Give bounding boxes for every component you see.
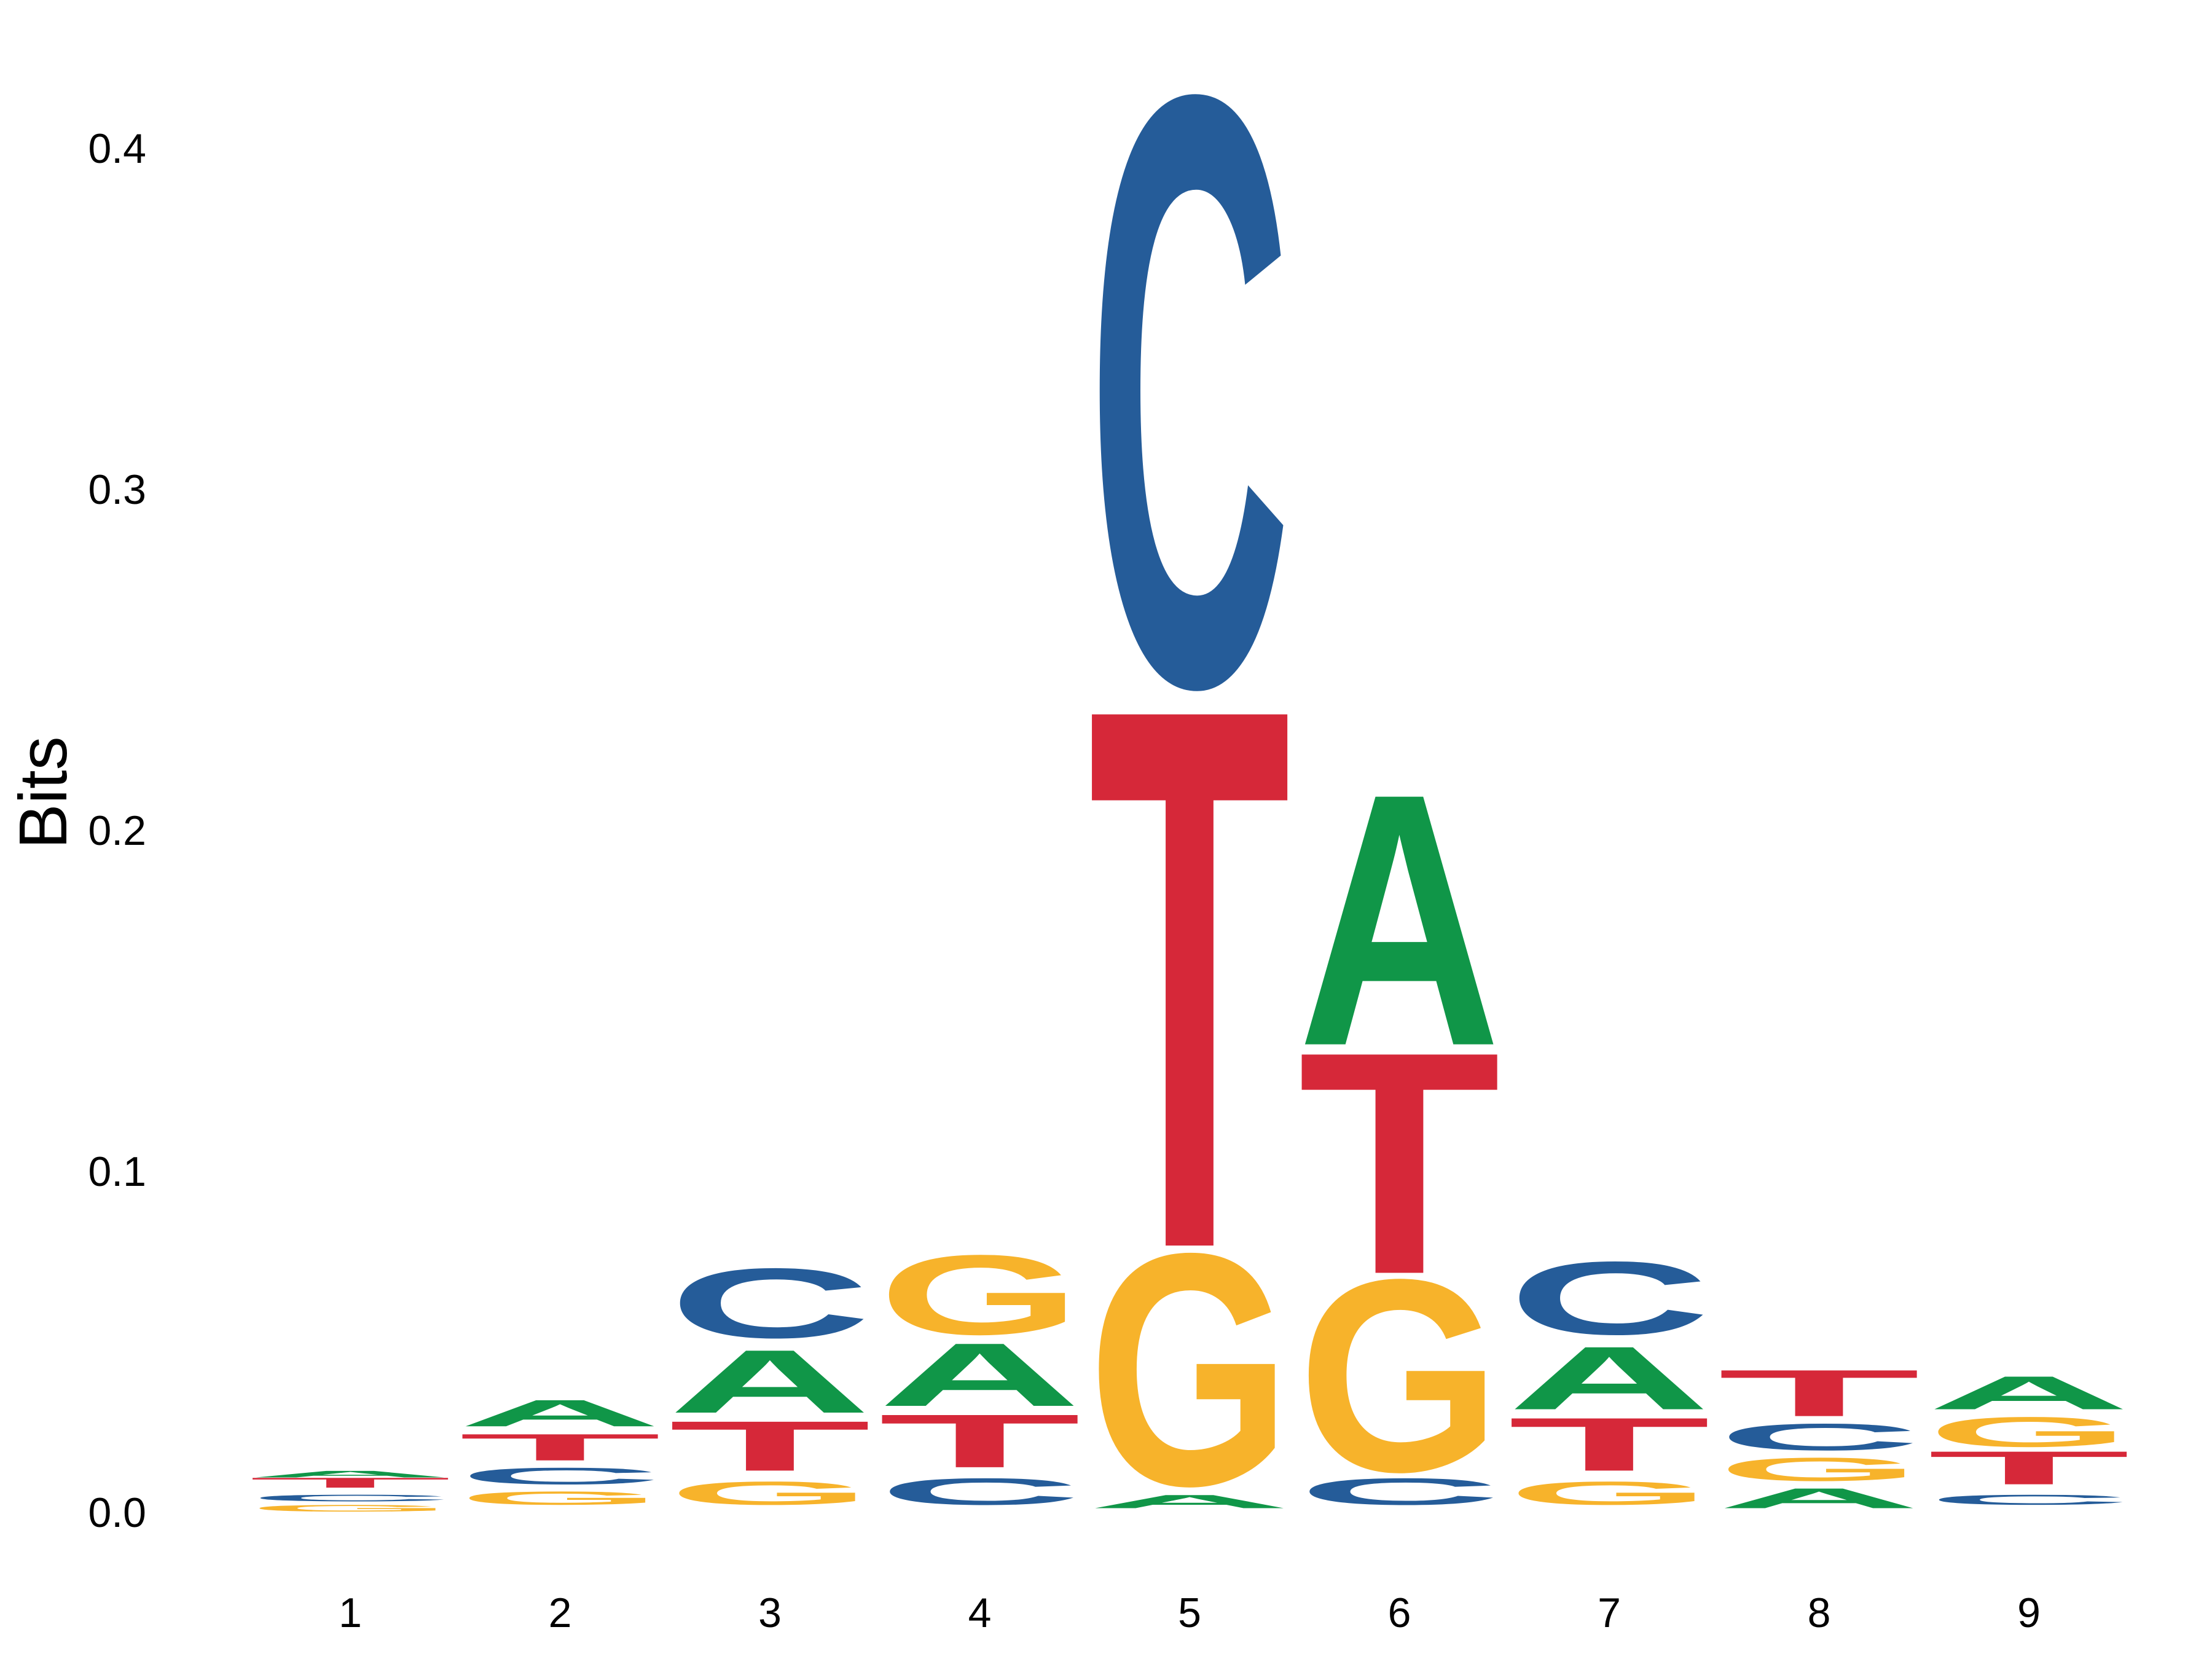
logo-letter-a: A	[459, 1392, 662, 1435]
logo-letter-a: A	[1928, 1367, 2130, 1419]
y-tick-label: 0.3	[88, 466, 146, 513]
logo-letter-t: T	[669, 1406, 871, 1486]
x-tick-label: 2	[549, 1590, 572, 1636]
logo-letter-a: A	[249, 1469, 452, 1480]
logo-letter-g: G	[1298, 1222, 1501, 1529]
x-tick-label: 4	[968, 1590, 992, 1636]
logo-letter-t: T	[249, 1475, 452, 1491]
logo-letter-t: T	[1718, 1356, 1921, 1430]
logo-letter-a: A	[669, 1332, 871, 1432]
logo-letter-a: A	[1718, 1483, 1921, 1515]
x-tick-label: 7	[1598, 1590, 1621, 1636]
y-axis-title: Bits	[6, 736, 81, 849]
y-tick-label: 0.0	[88, 1489, 146, 1536]
logo-letter-g: G	[879, 1232, 1081, 1359]
logo-letter-c: C	[1298, 1470, 1501, 1513]
logo-letter-a: A	[879, 1324, 1081, 1425]
logo-letter-c: C	[459, 1463, 662, 1489]
y-tick-label: 0.2	[88, 807, 146, 854]
y-axis-ticks: 0.0 0.1 0.2 0.3 0.4	[88, 125, 146, 1536]
x-tick-label: 8	[1808, 1590, 1831, 1636]
x-tick-label: 9	[2017, 1590, 2041, 1636]
x-tick-label: 1	[339, 1590, 362, 1636]
y-tick-label: 0.4	[88, 125, 146, 172]
logo-letter-a: A	[1508, 1328, 1711, 1429]
logo-letter-g: G	[1088, 1185, 1291, 1555]
logo-letter-c: C	[879, 1470, 1081, 1513]
logo-letter-t: T	[879, 1398, 1081, 1483]
x-tick-label: 6	[1388, 1590, 1411, 1636]
logo-letter-c: C	[1718, 1416, 1921, 1458]
logo-letter-t: T	[1508, 1402, 1711, 1487]
x-tick-label: 3	[758, 1590, 782, 1636]
logo-letter-c: C	[249, 1492, 452, 1503]
x-tick-label: 5	[1178, 1590, 1201, 1636]
logo-letter-t: T	[1088, 547, 1291, 1409]
logo-letter-a: A	[1298, 719, 1501, 1121]
y-tick-label: 0.1	[88, 1148, 146, 1195]
logo-letter-g: G	[669, 1475, 871, 1512]
logo-letter-c: C	[1508, 1240, 1711, 1356]
logo-letter-c: C	[1088, 0, 1291, 862]
logo-letter-c: C	[1928, 1492, 2130, 1508]
logo-letter-g: G	[1928, 1408, 2130, 1456]
logo-letter-t: T	[459, 1426, 662, 1469]
logo-letter-g: G	[1718, 1451, 1921, 1488]
x-axis-ticks: 1 2 3 4 5 6 7 8 9	[339, 1590, 2041, 1636]
logo-letter-t: T	[1928, 1441, 2130, 1494]
logo-letter-a: A	[1088, 1491, 1291, 1512]
logo-letter-t: T	[1298, 986, 1501, 1340]
logo-letter-g: G	[249, 1503, 452, 1513]
logo-letter-c: C	[669, 1248, 871, 1359]
logo-letter-g: G	[1508, 1475, 1711, 1512]
logo-letter-g: G	[459, 1488, 662, 1508]
